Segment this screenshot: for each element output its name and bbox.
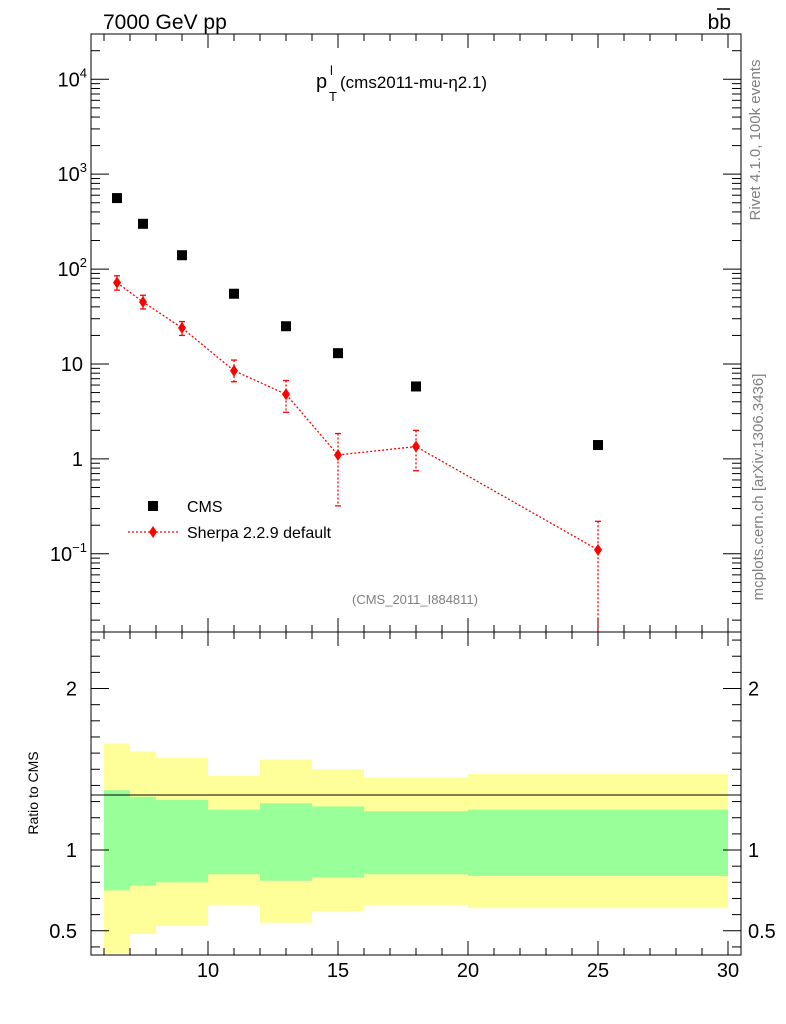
y-tick-label: 1 <box>66 840 77 862</box>
inner-band <box>312 806 364 878</box>
legend-sherpa-marker <box>149 526 157 538</box>
mc-point <box>139 296 147 309</box>
y-tick-base: 10 <box>58 164 80 186</box>
mc-point <box>412 440 420 453</box>
y-tick-label: 0.5 <box>748 921 776 943</box>
mc-point <box>113 276 121 289</box>
cms-point <box>333 348 343 359</box>
y-tick-exponent: −1 <box>72 540 87 555</box>
x-tick-label: 20 <box>457 960 479 982</box>
process-text: bb <box>708 11 731 34</box>
y-tick-label: 1 <box>72 449 83 471</box>
ratio-x-axis: 10 15 20 25 30 <box>103 632 739 982</box>
cms-point <box>281 321 291 332</box>
y-tick-label: 102 <box>58 255 87 281</box>
y-tick-label: 103 <box>58 160 87 186</box>
y-tick-base: 10 <box>61 354 83 376</box>
cms-point <box>593 440 603 451</box>
mc-point <box>594 543 602 556</box>
mc-point <box>178 321 186 334</box>
mc-point <box>282 388 290 401</box>
y-tick-label: 10 <box>61 354 83 376</box>
y-tick-exponent: 3 <box>80 160 87 175</box>
title-sup: l <box>330 63 333 78</box>
mcplots-label: mcplots.cern.ch [arXiv:1306.3436] <box>750 374 767 601</box>
mc-line <box>116 282 599 551</box>
inner-band <box>130 796 156 886</box>
y-tick-base: 10 <box>50 544 72 566</box>
legend-sherpa-label: Sherpa 2.2.9 default <box>187 525 332 542</box>
title-rest: (cms2011-mu-η2.1) <box>340 73 487 92</box>
x-tick-label: 10 <box>197 960 219 982</box>
y-tick-base: 10 <box>58 69 80 91</box>
x-tick-label: 15 <box>327 960 349 982</box>
plot-title: p l T (cms2011-mu-η2.1) <box>316 63 487 104</box>
ratio-bands <box>104 743 728 954</box>
y-tick-base: 1 <box>72 449 83 471</box>
inner-band <box>104 790 130 891</box>
legend-cms-marker <box>148 501 158 511</box>
legend: CMS Sherpa 2.2.9 default <box>128 499 332 542</box>
y-tick-label: 104 <box>58 65 87 91</box>
cms-point <box>177 250 187 261</box>
y-tick-label: 1 <box>748 840 759 862</box>
title-main: p <box>316 71 327 93</box>
inner-band <box>260 803 312 881</box>
cms-point <box>138 218 148 229</box>
inner-band <box>156 799 208 883</box>
main-x-ticks <box>103 34 729 632</box>
y-tick-label: 10−1 <box>50 540 87 566</box>
y-tick-base: 10 <box>58 259 80 281</box>
y-tick-exponent: 4 <box>80 65 87 80</box>
title-sub: T <box>329 89 337 104</box>
energy-label: 7000 GeV pp <box>103 11 227 34</box>
analysis-id: (CMS_2011_I884811) <box>352 592 478 607</box>
y-tick-label: 0.5 <box>49 921 77 943</box>
inner-band <box>364 811 468 875</box>
cms-point <box>112 193 122 204</box>
x-tick-label: 25 <box>587 960 609 982</box>
mc-point <box>230 364 238 377</box>
process-label: bb <box>708 8 731 34</box>
legend-cms-label: CMS <box>187 499 223 516</box>
y-tick-label: 2 <box>66 679 77 701</box>
x-tick-label: 30 <box>717 960 739 982</box>
inner-band <box>468 809 728 876</box>
mc-point <box>334 448 342 461</box>
cms-series <box>112 193 603 451</box>
y-tick-label: 2 <box>748 679 759 701</box>
ratio-y-axis: 0.5 0.5 1 1 2 2 <box>49 639 776 948</box>
inner-band <box>208 809 260 875</box>
cms-point <box>411 381 421 392</box>
ratio-y-label: Ratio to CMS <box>25 751 41 834</box>
y-tick-exponent: 2 <box>80 255 87 270</box>
main-frame <box>90 33 742 633</box>
ratio-panel: 0.5 0.5 1 1 2 2 10 15 20 25 30 Ratio to CMS <box>25 631 776 982</box>
cms-point <box>229 288 239 299</box>
rivet-label: Rivet 4.1.0, 100k events <box>747 60 764 221</box>
mc-series <box>113 275 602 632</box>
